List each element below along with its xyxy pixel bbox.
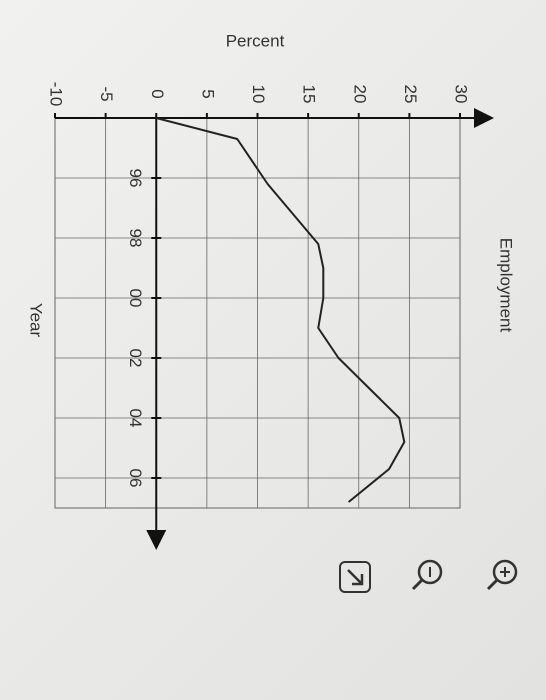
x-tick-label: 96 [126,169,145,188]
line [155,117,406,503]
chart-title: Employment [497,238,516,333]
x-axis-label: Year [27,303,46,338]
y-tick-label: 30 [452,85,471,104]
y-tick-label: 25 [401,85,420,104]
zoom-out-button[interactable] [411,559,443,591]
expand-button[interactable] [339,561,371,593]
y-tick-label: 10 [249,85,268,104]
y-tick-label: 5 [198,89,217,98]
x-tick-label: 98 [126,229,145,248]
x-tick-label: 02 [126,349,145,368]
y-tick-label: 20 [350,85,369,104]
y-axis-label: Percent [226,31,285,50]
y-tick-label: -10 [47,82,66,107]
x-tick-label: 04 [126,409,145,428]
y-tick-label: -5 [97,86,116,101]
x-tick-label: 00 [126,289,145,308]
y-tick-label: 0 [148,89,167,98]
tool-buttons [339,559,518,593]
zoom-in-button[interactable] [486,559,518,591]
y-tick-label: 15 [300,85,319,104]
x-tick-label: 06 [126,469,145,488]
